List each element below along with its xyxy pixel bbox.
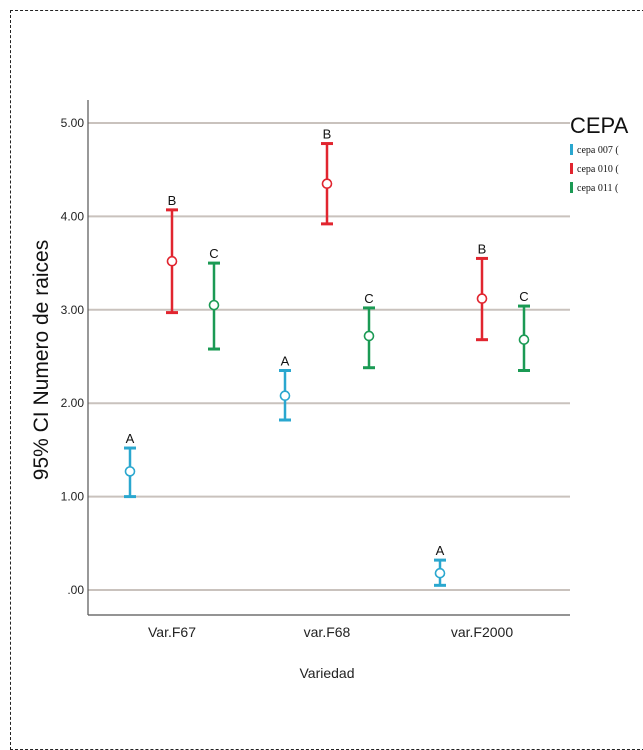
x-tick-label: Var.F67	[148, 624, 196, 640]
error-bar	[166, 210, 178, 313]
legend: CEPA cepa 007 ( cepa 010 ( cepa 011 (	[570, 113, 629, 194]
legend-label: cepa 011 (	[577, 183, 619, 194]
mean-marker	[436, 569, 445, 578]
mean-marker	[210, 301, 219, 310]
significance-letter: B	[478, 241, 487, 256]
y-tick-label: 3.00	[61, 303, 85, 317]
error-bar	[476, 258, 488, 339]
legend-swatch	[570, 182, 573, 193]
y-tick-label: .00	[67, 583, 84, 597]
legend-label: cepa 007 (	[577, 145, 619, 156]
mean-marker	[126, 467, 135, 476]
error-bar	[279, 371, 291, 421]
error-bar	[363, 308, 375, 368]
mean-marker	[281, 391, 290, 400]
y-tick-label: 2.00	[61, 396, 85, 410]
y-tick-label: 5.00	[61, 116, 85, 130]
mean-marker	[365, 331, 374, 340]
error-bars	[124, 144, 530, 586]
significance-letter: B	[168, 193, 177, 208]
mean-marker	[478, 294, 487, 303]
error-bar	[321, 144, 333, 224]
axes	[88, 100, 570, 615]
y-tick-labels: .00 1.00 2.00 3.00 4.00 5.00	[61, 116, 85, 597]
error-bar	[124, 448, 136, 497]
mean-marker	[168, 257, 177, 266]
mean-marker	[323, 179, 332, 188]
y-tick-label: 4.00	[61, 209, 85, 223]
x-axis-label: Variedad	[299, 665, 354, 681]
significance-letter: B	[323, 127, 332, 142]
legend-swatch	[570, 144, 573, 155]
significance-letter: A	[436, 543, 445, 558]
error-bar	[434, 560, 446, 585]
error-bar-chart: .00 1.00 2.00 3.00 4.00 5.00 Var.F67 var.F68 va…	[0, 0, 643, 733]
x-tick-label: var.F2000	[451, 624, 513, 640]
y-tick-label: 1.00	[61, 490, 85, 504]
significance-letter: C	[364, 291, 373, 306]
error-bar	[518, 306, 530, 370]
error-bar	[208, 263, 220, 349]
x-tick-labels: Var.F67 var.F68 var.F2000	[148, 624, 513, 640]
significance-letter: C	[519, 289, 528, 304]
gridlines	[88, 123, 570, 590]
mean-marker	[520, 335, 529, 344]
legend-title: CEPA	[570, 113, 629, 138]
legend-items: cepa 007 ( cepa 010 ( cepa 011 (	[570, 144, 619, 194]
significance-letter: A	[281, 354, 290, 369]
significance-letter: C	[209, 246, 218, 261]
x-tick-label: var.F68	[304, 624, 351, 640]
significance-letter: A	[126, 431, 135, 446]
y-axis-label: 95% CI Numero de raices	[30, 240, 53, 480]
legend-label: cepa 010 (	[577, 164, 619, 175]
legend-swatch	[570, 163, 573, 174]
